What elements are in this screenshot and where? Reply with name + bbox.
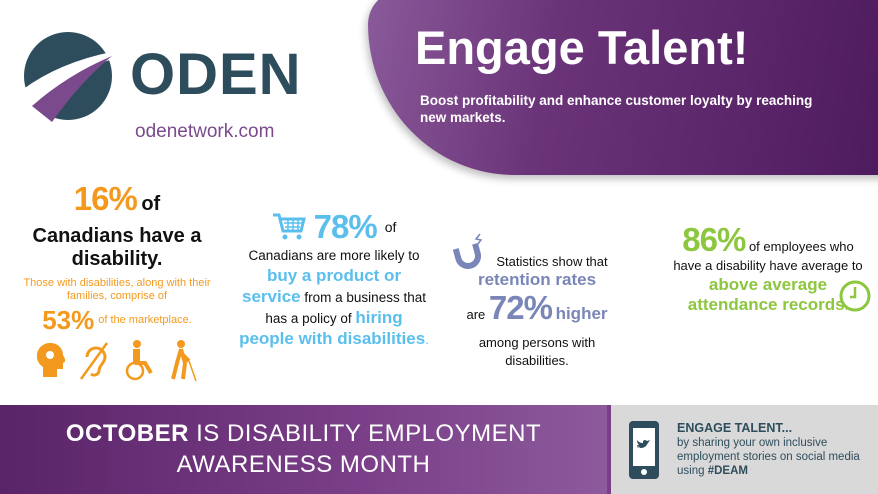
stat-highlight: higher xyxy=(555,304,608,323)
hearing-impaired-icon xyxy=(79,342,109,380)
clock-icon xyxy=(839,280,871,312)
awareness-text: OCTOBER IS DISABILITY EMPLOYMENT AWARENE… xyxy=(0,418,607,480)
month-label: OCTOBER xyxy=(65,420,189,447)
page-title: Engage Talent! xyxy=(415,21,749,74)
stat-value: 86% xyxy=(682,221,746,258)
shopping-cart-icon xyxy=(272,213,306,240)
stat-text: among persons with disabilities. xyxy=(478,335,596,368)
stat-sub: Those with disabilities, along with thei… xyxy=(23,277,211,302)
social-callout: ENGAGE TALENT... by sharing your own inc… xyxy=(677,420,867,478)
stat-text: from a business that has a policy of xyxy=(265,290,426,326)
social-title: ENGAGE TALENT... xyxy=(677,421,793,435)
stat-value: 16% xyxy=(73,180,138,217)
stat-sub2: of the marketplace. xyxy=(98,314,192,326)
header-banner xyxy=(368,0,878,175)
stat-disability: 16% of Canadians have a disability. Thos… xyxy=(12,180,222,381)
phone-twitter-icon xyxy=(629,421,659,479)
stat-period: . xyxy=(425,332,429,347)
stat-highlight: hiring people with disabilities xyxy=(239,308,426,348)
stat-attendance: 86% of employees who have a disability h… xyxy=(668,223,868,315)
stat-value-53: 53% xyxy=(42,305,95,335)
stat-text: of employees who have a disability have … xyxy=(673,239,863,273)
subtitle: Boost profitability and enhance customer… xyxy=(420,93,813,125)
stat-value: 78% xyxy=(313,208,378,245)
stat-text: of xyxy=(384,219,397,235)
brain-head-icon xyxy=(37,342,65,377)
wheelchair-icon xyxy=(125,340,153,381)
stat-purchase: 78% of Canadians are more likely to buy … xyxy=(236,208,432,350)
band-text: IS DISABILITY EMPLOYMENT AWARENESS MONTH xyxy=(176,420,542,478)
social-text: by sharing your own inclusive employment… xyxy=(677,437,860,477)
stat-retention: Statistics show that retention rates are… xyxy=(452,232,622,370)
hashtag[interactable]: #DEAM xyxy=(707,465,748,477)
stat-highlight: above average attendance records xyxy=(687,275,845,314)
magnet-icon xyxy=(452,233,483,269)
stat-text: Canadians have a disability. xyxy=(32,225,202,270)
stat-text: Statistics show that xyxy=(496,254,608,269)
stat-text: Canadians are more likely to xyxy=(248,248,420,263)
stat-text: of xyxy=(141,193,161,215)
stat-highlight: buy a product or service xyxy=(242,266,402,306)
stat-value: 72% xyxy=(488,289,553,326)
blind-person-icon xyxy=(171,340,197,381)
stat-text: are xyxy=(466,307,486,322)
awareness-band xyxy=(0,405,607,494)
stat-highlight: retention rates xyxy=(477,270,597,289)
website-link[interactable]: odenetwork.com xyxy=(135,121,275,142)
oden-logo-icon xyxy=(22,32,114,122)
logo-text: ODEN xyxy=(130,42,302,107)
